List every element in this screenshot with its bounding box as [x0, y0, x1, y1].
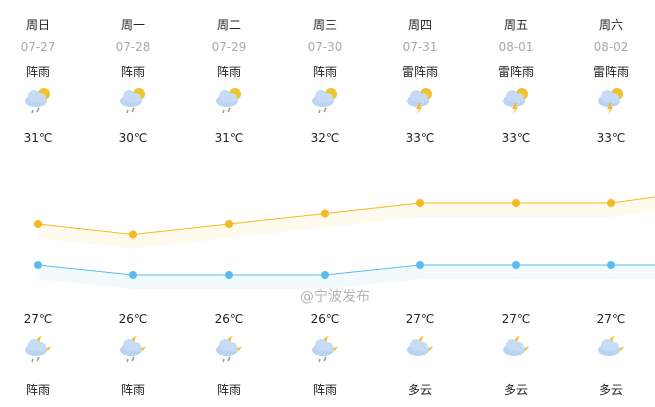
- high-temp-line: [37, 196, 655, 236]
- thunderstorm-icon: [500, 85, 532, 115]
- high-temp-point: [225, 220, 233, 228]
- watermark: @宁波发布: [300, 289, 370, 305]
- night-weather: 阵雨: [120, 383, 145, 397]
- date: 07-30: [307, 40, 343, 54]
- shower-day-icon: [309, 85, 341, 115]
- day-weather: 阵雨: [312, 65, 337, 79]
- day-weather: 阵雨: [216, 65, 241, 79]
- high-temp-point: [129, 230, 137, 239]
- date: 07-28: [115, 40, 151, 54]
- low-temp-point: [321, 271, 329, 279]
- night-weather: 阵雨: [25, 383, 50, 397]
- low-temp: 27℃: [23, 312, 53, 326]
- high-temp-point: [416, 199, 424, 207]
- date: 07-29: [211, 40, 247, 54]
- date: 08-01: [498, 40, 534, 54]
- weekday: 周日: [25, 18, 50, 32]
- shower-night-icon: [309, 334, 341, 364]
- day-weather: 雷阵雨: [401, 65, 438, 79]
- low-temp-point: [34, 261, 42, 269]
- date: 08-02: [593, 40, 629, 54]
- weekday: 周三: [312, 18, 337, 32]
- thunderstorm-icon: [595, 85, 627, 115]
- high-temp-point: [607, 199, 615, 207]
- high-temp: 31℃: [214, 131, 244, 145]
- cloudy-night-icon: [500, 334, 532, 364]
- low-temp: 27℃: [501, 312, 531, 326]
- night-weather: 阵雨: [216, 383, 241, 397]
- low-temp-point: [225, 271, 233, 279]
- high-temp-point: [34, 220, 42, 228]
- date: 07-31: [402, 40, 438, 54]
- low-temp: 26℃: [310, 312, 340, 326]
- day-weather: 阵雨: [25, 65, 50, 79]
- high-temp: 30℃: [118, 131, 148, 145]
- day-weather: 阵雨: [120, 65, 145, 79]
- night-weather: 多云: [407, 383, 432, 397]
- night-weather: 阵雨: [312, 383, 337, 397]
- low-temp-point: [416, 261, 424, 269]
- low-temp-shade: [38, 265, 655, 289]
- low-temp-line: [37, 264, 655, 276]
- day-weather: 雷阵雨: [592, 65, 629, 79]
- weekday: 周二: [216, 18, 241, 32]
- night-weather: 多云: [598, 383, 623, 397]
- weekday: 周四: [407, 18, 432, 32]
- day-weather: 雷阵雨: [497, 65, 534, 79]
- shower-night-icon: [213, 334, 245, 364]
- low-temp-point: [129, 271, 137, 279]
- low-temp-point: [512, 261, 520, 269]
- thunderstorm-icon: [404, 85, 436, 115]
- shower-day-icon: [22, 85, 54, 115]
- high-temp: 32℃: [310, 131, 340, 145]
- weekday: 周五: [503, 18, 528, 32]
- cloudy-night-icon: [595, 334, 627, 364]
- high-temp-point: [512, 199, 520, 207]
- shower-night-icon: [22, 334, 54, 364]
- high-temp: 33℃: [405, 131, 435, 145]
- weekday: 周六: [598, 18, 623, 32]
- high-temp-point: [321, 209, 329, 218]
- weekday: 周一: [120, 18, 145, 32]
- high-temp: 33℃: [596, 131, 626, 145]
- high-temp-shade: [38, 197, 655, 249]
- low-temp: 26℃: [118, 312, 148, 326]
- shower-day-icon: [117, 85, 149, 115]
- night-weather: 多云: [503, 383, 528, 397]
- shower-day-icon: [213, 85, 245, 115]
- date: 07-27: [20, 40, 56, 54]
- cloudy-night-icon: [404, 334, 436, 364]
- shower-night-icon: [117, 334, 149, 364]
- low-temp: 27℃: [405, 312, 435, 326]
- high-temp: 31℃: [23, 131, 53, 145]
- low-temp: 27℃: [596, 312, 626, 326]
- low-temp: 26℃: [214, 312, 244, 326]
- low-temp-point: [607, 261, 615, 269]
- high-temp: 33℃: [501, 131, 531, 145]
